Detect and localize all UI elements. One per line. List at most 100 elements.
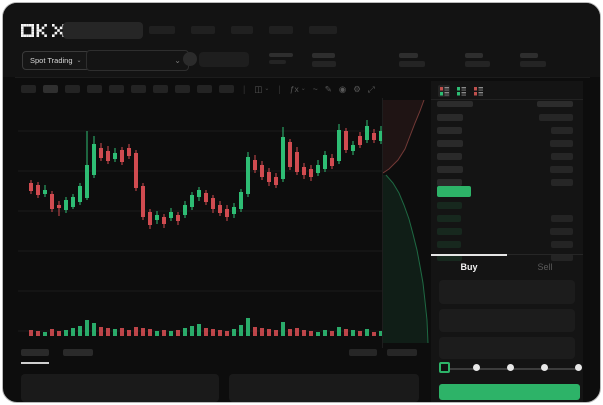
timeframe-button[interactable] [153,85,168,93]
draw-icon[interactable]: ✎ [324,84,332,94]
ask-row[interactable] [437,166,573,173]
orderbook-price-placeholder [437,114,463,121]
stat-label-placeholder [312,53,335,58]
footer-control[interactable] [387,349,417,356]
price-field[interactable] [439,280,575,304]
ask-row[interactable] [437,127,573,134]
timeframe-button[interactable] [87,85,102,93]
orderbook-view-switcher [438,85,484,97]
header-action-button[interactable] [199,52,249,67]
asks-book-icon[interactable] [472,85,484,97]
fullscreen-icon[interactable]: ⤢ [367,84,375,94]
orderbook-amount-placeholder [550,140,573,147]
orderbook-price-placeholder [437,153,462,160]
timeframe-button[interactable] [175,85,190,93]
active-footer-tab-indicator [21,362,49,364]
bid-rows [437,202,573,267]
bid-row[interactable] [437,241,573,248]
pair-selector-dropdown[interactable]: ⌄ [86,50,189,71]
screenshot-icon[interactable]: ◉ [338,84,347,94]
chart-footer-controls [349,349,417,356]
amount-column-header [537,101,573,107]
timeframe-button[interactable] [219,85,234,93]
orderbook-divider [431,99,583,100]
slider-stop[interactable] [575,364,582,371]
account-avatar[interactable] [183,52,197,66]
ask-row[interactable] [437,153,573,160]
market-type-label: Spot Trading [30,56,73,65]
nav-item-placeholder[interactable] [191,26,215,34]
trade-side-tabs: Buy Sell [431,254,583,279]
indicators-icon[interactable]: ƒx ⌄ [289,84,306,94]
price-line-placeholder [269,53,293,57]
timeframe-button[interactable] [65,85,80,93]
stat-value-placeholder [520,61,546,67]
slider-stop[interactable] [507,364,514,371]
footer-control[interactable] [349,349,377,356]
change-line-placeholder [269,60,286,64]
ask-row[interactable] [437,114,573,121]
combined-book-icon[interactable] [438,85,450,97]
chart-type-icon[interactable]: ◫ ⌄ [254,84,270,94]
bottom-panel-right[interactable] [229,374,419,402]
market-stat [312,53,336,67]
ask-row[interactable] [437,179,573,186]
bid-row[interactable] [437,254,573,261]
timeframe-button[interactable] [21,85,36,93]
market-stat [520,53,546,67]
slider-stop[interactable] [473,364,480,371]
bottom-panel-left[interactable] [21,374,219,402]
market-type-selector[interactable]: Spot Trading ⌄ [22,51,90,70]
timeframe-button[interactable] [43,85,58,93]
bid-row[interactable] [437,202,573,209]
bids-book-icon[interactable] [455,85,467,97]
nav-item-placeholder[interactable] [309,26,337,34]
nav-item-placeholder[interactable] [269,26,293,34]
buy-tab-label: Buy [460,262,478,272]
stat-label-placeholder [465,53,483,58]
bid-row[interactable] [437,228,573,235]
slider-handle[interactable] [439,362,450,373]
toolbar-separator: | [243,84,246,94]
footer-tab[interactable] [63,349,93,356]
tab-buy[interactable]: Buy [431,254,507,279]
orderbook-price-placeholder [437,228,462,235]
ask-row[interactable] [437,140,573,147]
timeframe-button[interactable] [131,85,146,93]
market-stat [399,53,425,67]
bid-row[interactable] [437,215,573,222]
orderbook-amount-placeholder [551,179,573,186]
tab-sell[interactable]: Sell [507,255,583,279]
total-field[interactable] [439,337,575,359]
nav-item-placeholder[interactable] [149,26,175,34]
candlestick-chart[interactable] [18,98,383,348]
orderbook-amount-placeholder [551,254,573,261]
orderbook-amount-placeholder [550,166,573,173]
nav-item-placeholder[interactable] [231,26,253,34]
search-input[interactable] [63,22,143,39]
orderbook-price-placeholder [437,215,461,222]
price-column-header [437,101,473,107]
line-tool-icon[interactable]: ~ [312,84,318,94]
chart-settings-icon[interactable]: ⚙ [353,84,361,94]
submit-order-button[interactable] [439,384,580,400]
orderbook-amount-placeholder [550,228,573,235]
timeframe-button[interactable] [197,85,212,93]
orderbook-price-placeholder [437,202,462,209]
okx-logo [21,24,65,37]
orderbook-amount-placeholder [551,215,573,222]
orderbook-amount-placeholder [551,127,573,134]
last-price-bar[interactable] [437,186,471,197]
timeframe-button[interactable] [109,85,124,93]
depth-chart [383,99,429,344]
orderbook-column-headers [437,101,573,107]
footer-tab[interactable] [21,349,49,356]
slider-stop[interactable] [541,364,548,371]
orderbook-price-placeholder [437,127,462,134]
chevron-down-icon: ⌄ [76,58,82,64]
amount-field[interactable] [439,309,575,332]
orderbook-amount-placeholder [551,241,573,248]
orderbook-amount-placeholder [551,153,573,160]
orderbook-price-placeholder [437,254,462,261]
